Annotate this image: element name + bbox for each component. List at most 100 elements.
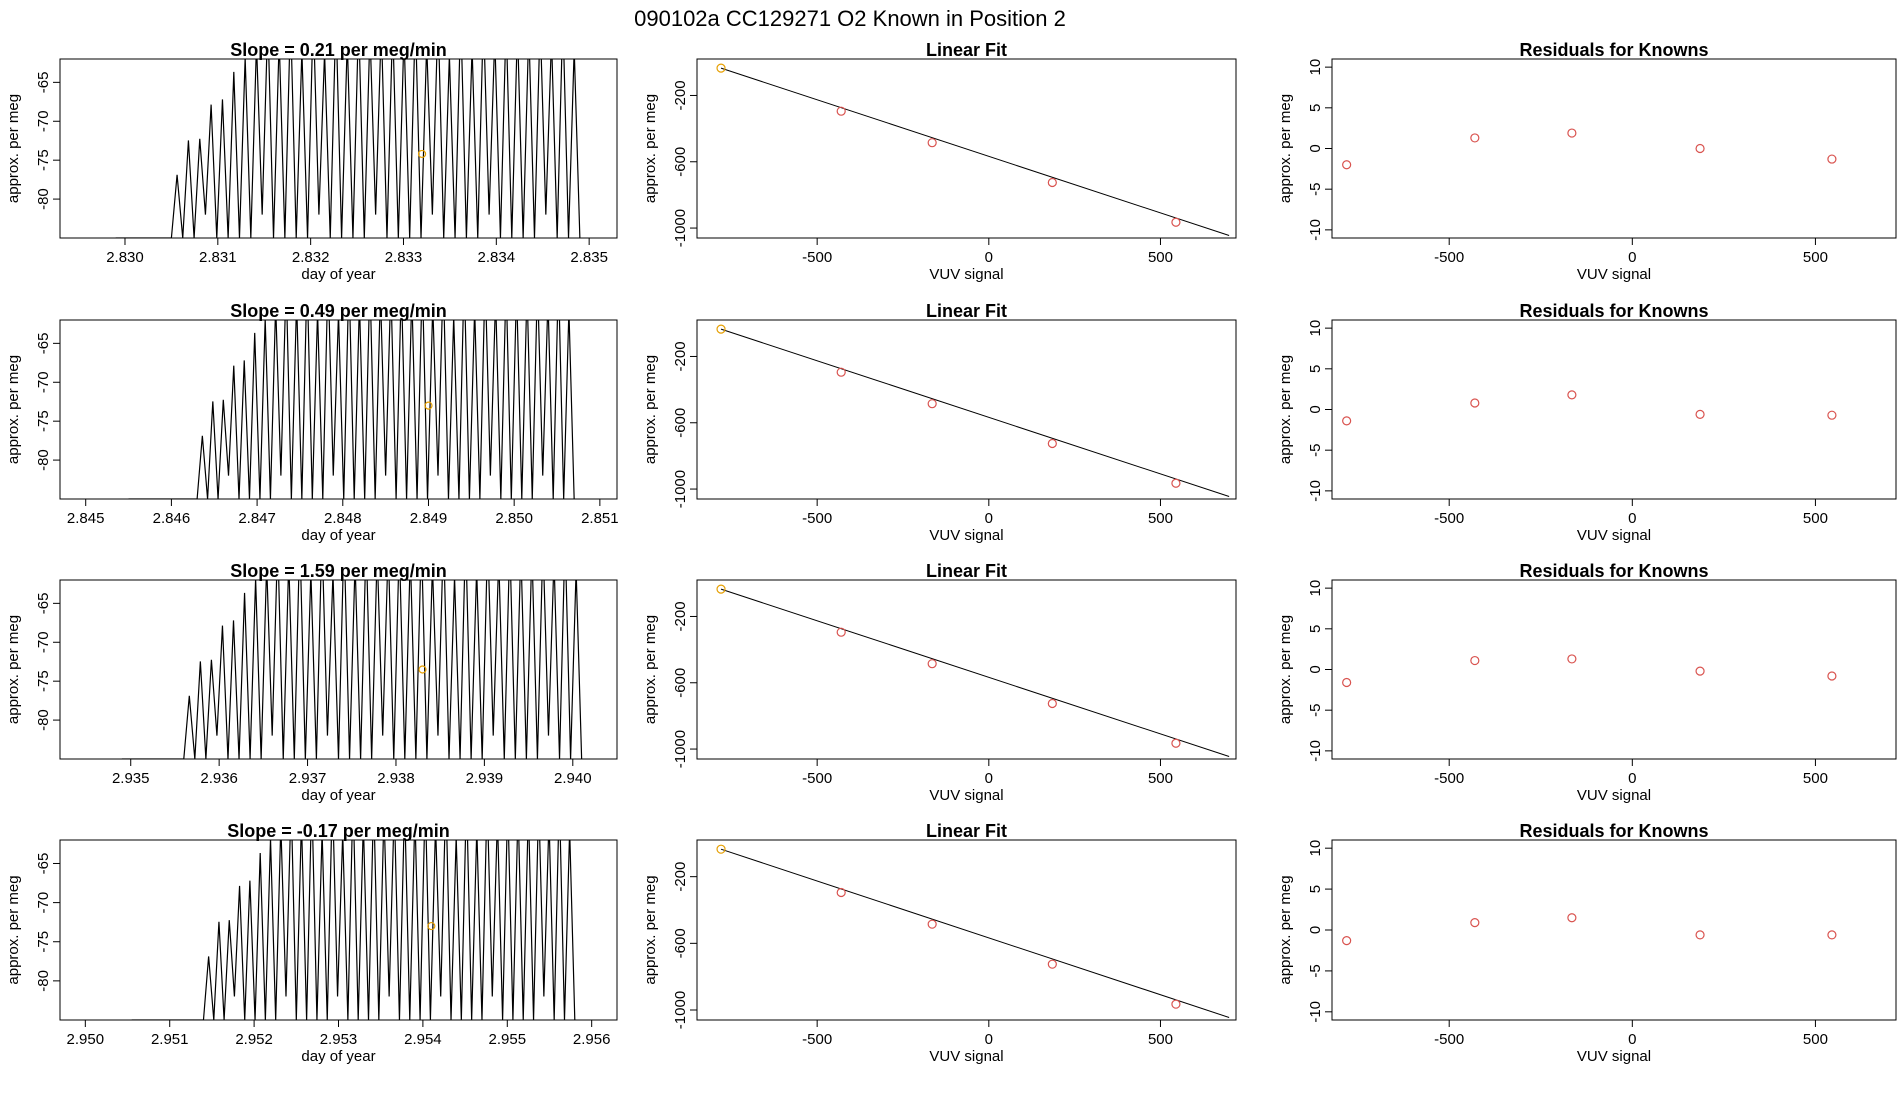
data-point — [1047, 438, 1057, 449]
plot-area — [1342, 390, 1837, 426]
x-tick-label: -500 — [1434, 1031, 1464, 1048]
y-tick-label: 10 — [1307, 580, 1324, 597]
oscillation-trace — [121, 580, 583, 759]
y-tick-label: -200 — [672, 80, 689, 110]
y-tick-label: -70 — [35, 371, 52, 393]
x-tick-label: 500 — [1803, 249, 1828, 266]
y-tick-label: -10 — [1307, 480, 1324, 502]
panel-r2-c0: Slope = 1.59 per meg/min 2.935 2.936 2.937 2… — [5, 561, 618, 804]
y-tick-label: 0 — [1307, 405, 1324, 413]
x-axis-label: day of year — [301, 527, 375, 544]
x-tick-label: -500 — [802, 249, 832, 266]
data-point — [1171, 217, 1181, 227]
y-tick-label: 5 — [1307, 365, 1324, 373]
plot-area — [716, 844, 1230, 1018]
plot-frame — [1331, 579, 1897, 760]
y-axis-label: approx. per meg — [1277, 94, 1294, 203]
data-point — [1695, 930, 1705, 940]
data-point — [1827, 671, 1837, 681]
x-tick-label: 2.851 — [581, 510, 619, 527]
y-axis-label: approx. per meg — [1277, 615, 1294, 724]
data-point — [1171, 999, 1181, 1009]
data-point — [417, 149, 427, 159]
panel-r1-c1: Linear Fit -500 0 500 -200 -600 -1000 VUV signa… — [642, 301, 1237, 544]
plot-area — [716, 584, 1230, 757]
x-tick-label: 500 — [1148, 770, 1173, 787]
data-point — [836, 627, 846, 637]
x-axis-label: VUV signal — [1577, 527, 1651, 544]
x-tick-label: 2.834 — [478, 249, 516, 266]
data-point — [1567, 128, 1577, 138]
x-tick-label: 500 — [1148, 510, 1173, 527]
x-axis-label: VUV signal — [929, 787, 1003, 804]
x-axis-label: day of year — [301, 266, 375, 283]
y-tick-label: 10 — [1307, 840, 1324, 857]
x-tick-label: 0 — [985, 510, 993, 527]
x-tick-label: 2.950 — [67, 1031, 105, 1048]
y-tick-label: -200 — [672, 601, 689, 631]
x-tick-label: 500 — [1803, 510, 1828, 527]
y-tick-label: -80 — [35, 709, 52, 731]
y-tick-label: 10 — [1307, 320, 1324, 337]
x-tick-label: 2.832 — [292, 249, 330, 266]
plot-frame — [1331, 839, 1897, 1021]
y-tick-label: -70 — [35, 631, 52, 653]
x-tick-label: 2.845 — [67, 510, 105, 527]
x-tick-label: 2.850 — [495, 510, 533, 527]
y-tick-label: -600 — [672, 147, 689, 177]
y-axis-label: approx. per meg — [642, 875, 659, 984]
plot-area — [1342, 128, 1837, 170]
x-tick-label: 2.952 — [235, 1031, 273, 1048]
y-tick-label: -70 — [35, 110, 52, 132]
panel-title: Residuals for Knowns — [1519, 561, 1708, 581]
x-tick-label: 2.937 — [289, 770, 327, 787]
data-point — [1171, 738, 1181, 748]
plot-area — [115, 59, 581, 238]
data-point — [927, 659, 937, 669]
x-tick-label: 0 — [985, 770, 993, 787]
panel-r0-c1: Linear Fit -500 0 500 -200 -600 -1000 VUV signa… — [642, 40, 1237, 283]
panel-r2-c1: Linear Fit -500 0 500 -200 -600 -1000 VUV signa… — [642, 561, 1237, 804]
data-point — [418, 665, 427, 674]
y-tick-label: -200 — [672, 862, 689, 892]
y-axis-label: approx. per meg — [5, 355, 22, 464]
y-axis-label: approx. per meg — [642, 94, 659, 203]
x-axis-label: VUV signal — [929, 527, 1003, 544]
y-tick-label: -200 — [672, 341, 689, 371]
data-point — [927, 919, 937, 929]
data-point — [1047, 959, 1057, 969]
panel-r3-c0: Slope = -0.17 per meg/min 2.950 2.951 2.952… — [5, 821, 618, 1065]
panel-title: Residuals for Knowns — [1519, 40, 1708, 60]
panel-title: Slope = -0.17 per meg/min — [227, 821, 450, 841]
y-tick-label: -65 — [35, 333, 52, 355]
x-tick-label: -500 — [802, 770, 832, 787]
data-point — [1470, 655, 1480, 666]
data-point — [1695, 666, 1705, 676]
y-axis-label: approx. per meg — [642, 615, 659, 724]
panel-r3-c1: Linear Fit -500 0 500 -200 -600 -1000 VUV signa… — [642, 821, 1237, 1065]
x-axis-label: day of year — [301, 1048, 375, 1065]
panel-title: Slope = 1.59 per meg/min — [230, 561, 447, 581]
y-tick-label: 10 — [1307, 59, 1324, 76]
data-point — [1047, 698, 1057, 709]
data-point — [1047, 177, 1057, 188]
y-tick-label: -75 — [35, 931, 52, 953]
y-tick-label: 5 — [1307, 625, 1324, 633]
y-tick-label: -80 — [35, 449, 52, 471]
plot-frame — [696, 58, 1237, 239]
y-tick-label: -75 — [35, 149, 52, 171]
y-axis-label: approx. per meg — [5, 615, 22, 724]
panel-title: Linear Fit — [926, 821, 1007, 841]
data-point — [716, 324, 726, 334]
data-point — [1171, 478, 1181, 488]
y-tick-label: 0 — [1307, 926, 1324, 934]
fit-line — [720, 848, 1230, 1018]
oscillation-trace — [128, 320, 575, 499]
data-point — [427, 921, 436, 931]
y-tick-label: -80 — [35, 188, 52, 210]
x-tick-label: 2.954 — [404, 1031, 442, 1048]
data-point — [927, 399, 937, 409]
panel-title: Linear Fit — [926, 561, 1007, 581]
x-tick-label: 2.846 — [153, 510, 191, 527]
